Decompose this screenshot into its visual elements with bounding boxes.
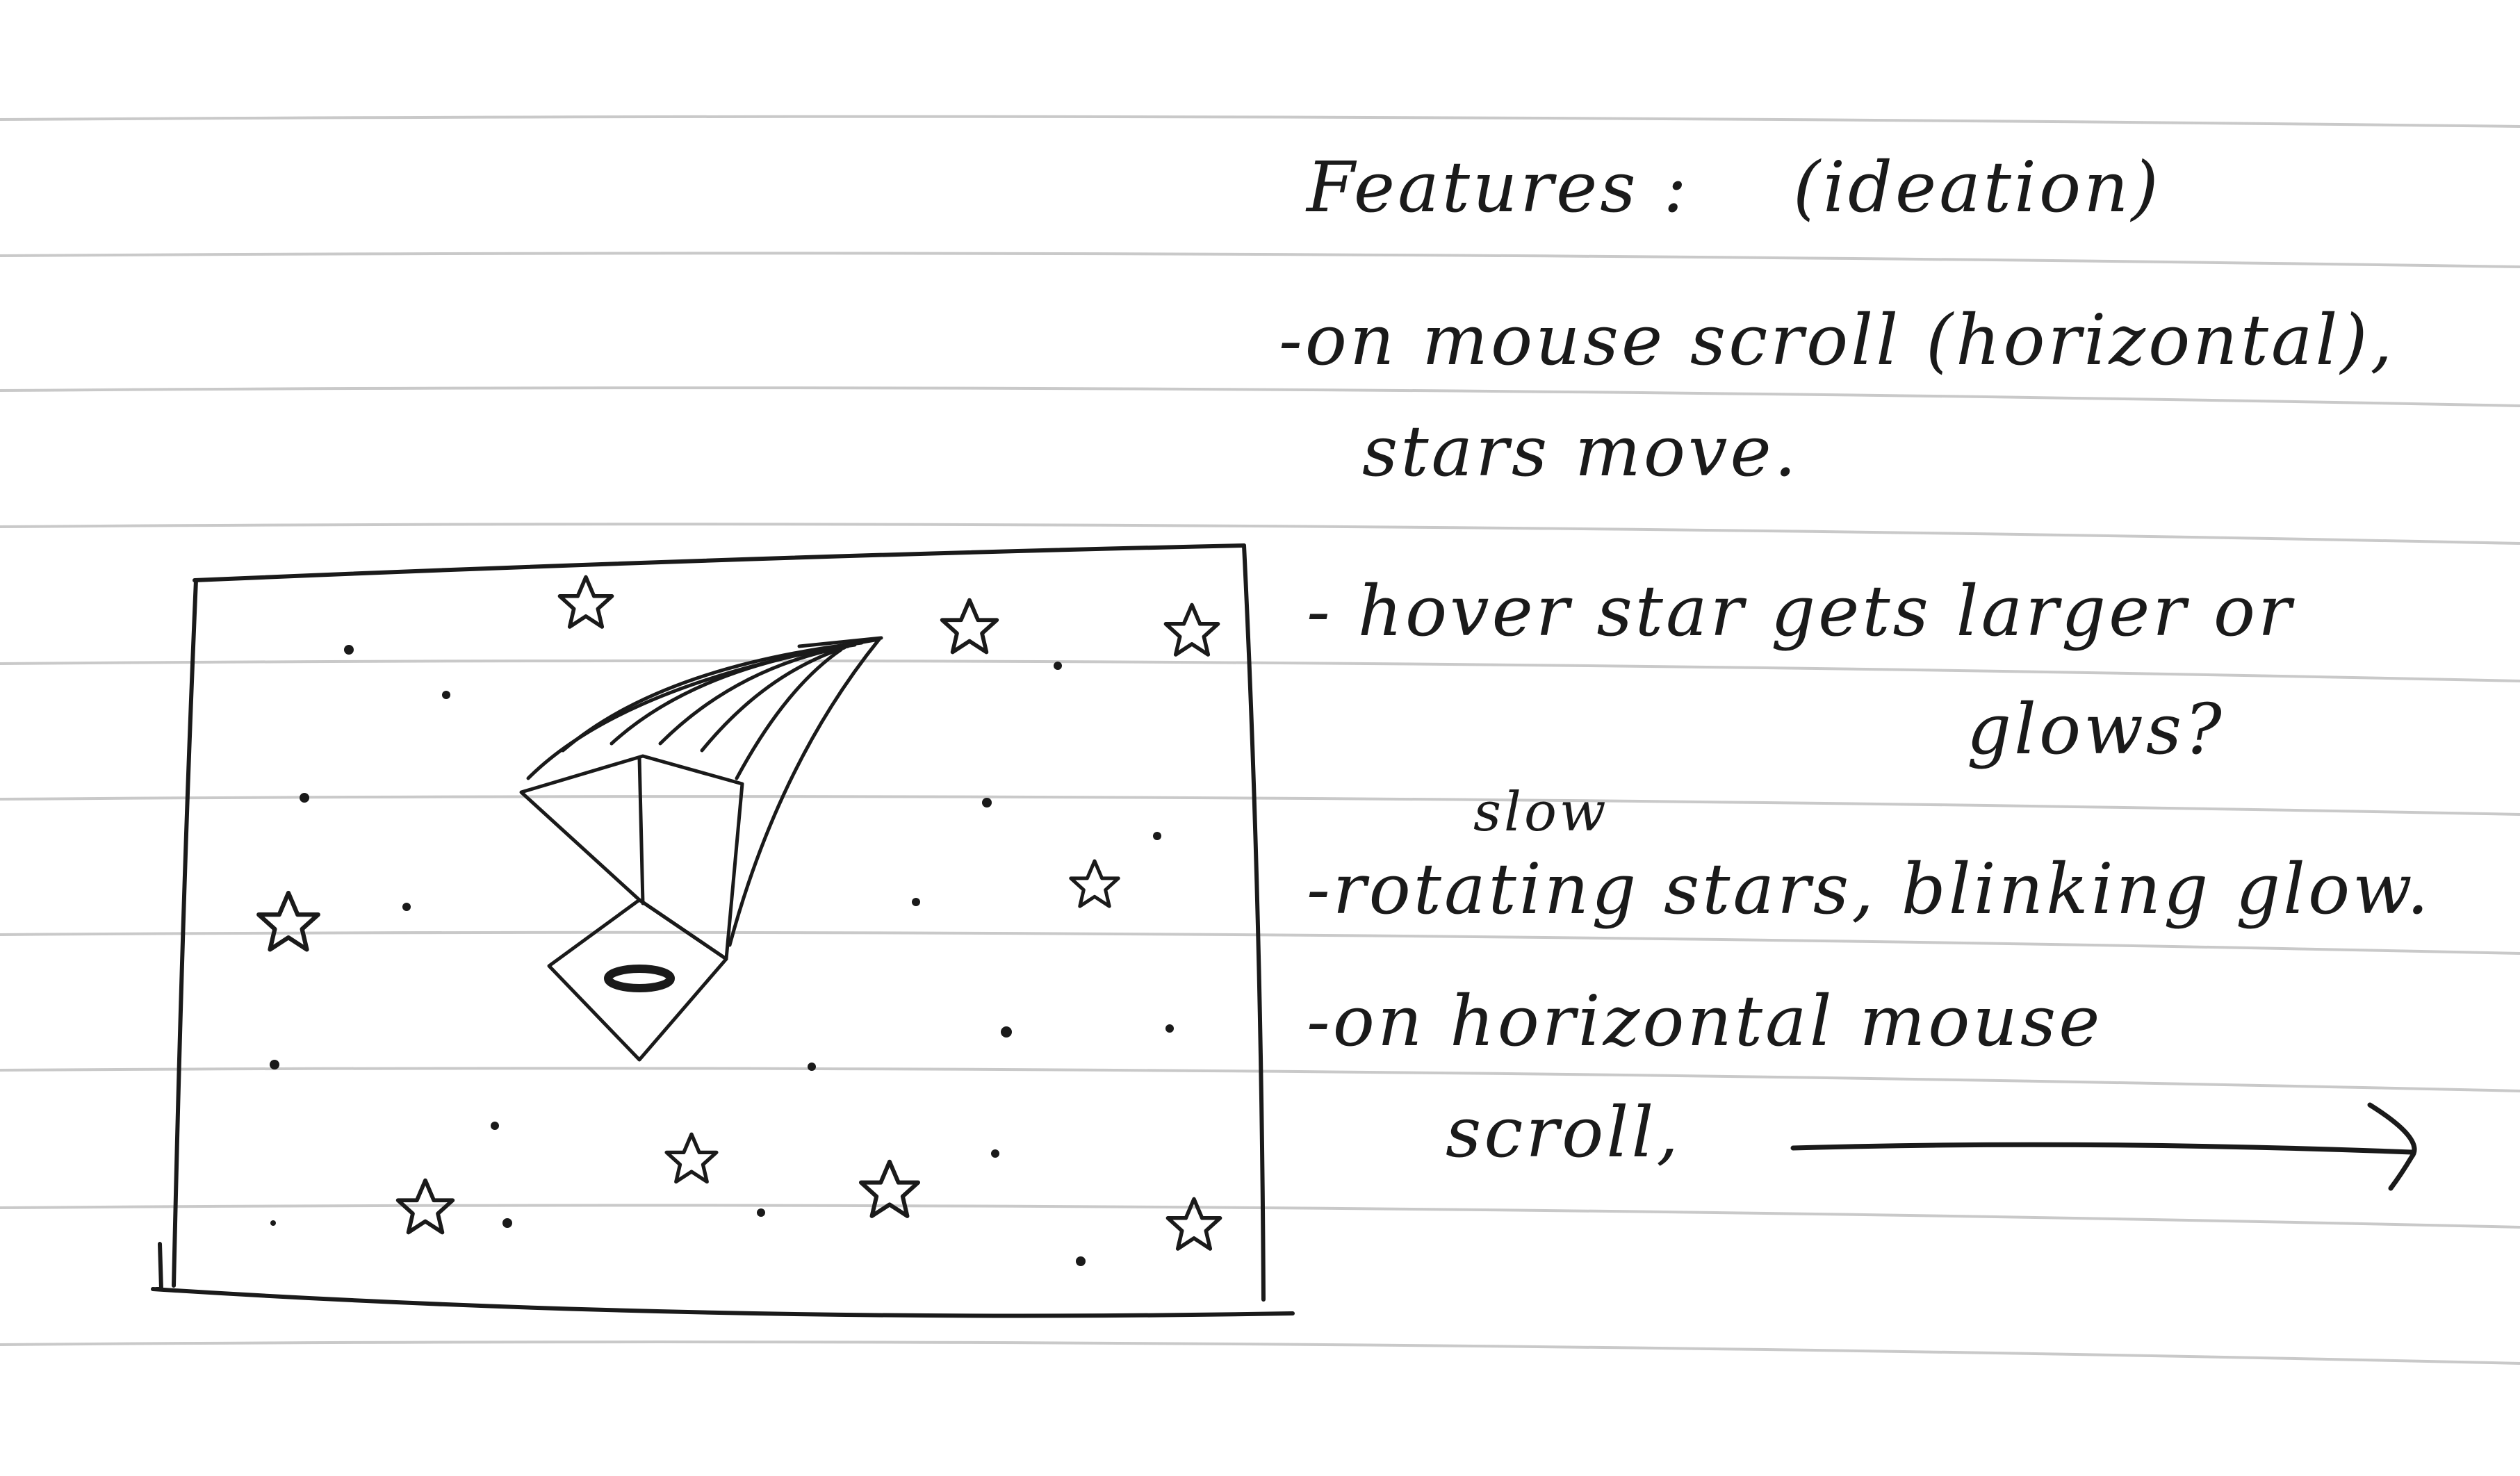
notes-subtitle: (ideation) <box>1793 147 2161 228</box>
night-sky-sketch <box>151 543 1295 1318</box>
star-icon <box>666 1134 717 1181</box>
rule-line <box>0 523 2520 545</box>
rule-line <box>0 252 2520 268</box>
feature-4-line-2: scroll, <box>1446 1092 1682 1173</box>
star-icon <box>559 577 612 627</box>
rule-line <box>0 930 2520 955</box>
feature-1-line-2: stars move. <box>1362 411 1799 492</box>
rule-line <box>0 1067 2520 1092</box>
rule-line <box>0 386 2520 407</box>
star-icon <box>942 600 997 653</box>
star-icon <box>1071 861 1118 906</box>
shooting-star-icon <box>519 636 883 1062</box>
rule-line <box>0 1340 2520 1365</box>
star-icon <box>398 1181 453 1233</box>
rule-line <box>0 1204 2520 1229</box>
feature-2-line-2: glows? <box>1967 689 2225 770</box>
arrow-right-icon <box>1790 1102 2417 1191</box>
star-icon <box>1168 1199 1220 1249</box>
star-icon <box>259 893 318 949</box>
sketch-frame <box>151 543 1295 1318</box>
star-dots <box>270 645 1174 1266</box>
feature-3-line-1: -rotating stars, blinking glow. <box>1307 848 2432 930</box>
feature-2-line-1: - hover star gets larger or <box>1307 571 2294 652</box>
feature-4-line-1: -on horizontal mouse <box>1307 981 2103 1062</box>
rule-line <box>0 659 2520 682</box>
feature-1-line-1: -on mouse scroll (horizontal), <box>1279 300 2396 381</box>
star-icon <box>1165 605 1218 655</box>
notes-title: Features : <box>1307 147 1690 228</box>
star-icon <box>861 1162 918 1216</box>
feature-3-annotation: slow <box>1473 781 1609 844</box>
rule-line <box>0 115 2520 128</box>
